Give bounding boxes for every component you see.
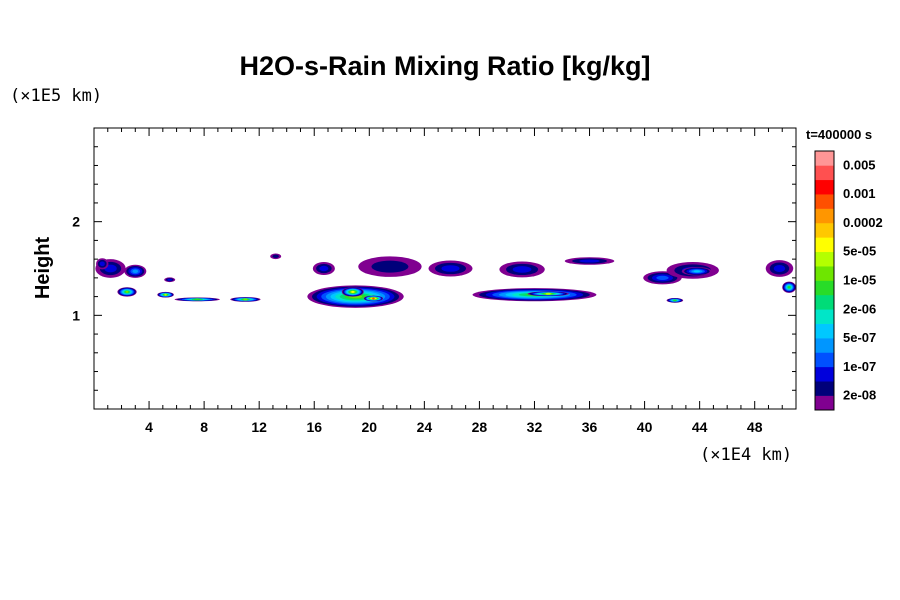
chart-title: H2O-s-Rain Mixing Ratio [kg/kg]: [239, 51, 650, 81]
cloud-contour: [272, 254, 279, 258]
colorbar-label: 0.001: [843, 186, 876, 201]
cloud-contour: [372, 297, 375, 300]
x-tick-label: 36: [582, 419, 598, 435]
cloud-contour: [351, 290, 355, 293]
cloud-contour: [125, 290, 129, 293]
colorbar-swatch: [815, 165, 834, 181]
x-tick-label: 48: [747, 419, 763, 435]
cloud-contour: [545, 292, 551, 295]
colorbar-label: 5e-05: [843, 244, 876, 259]
cloud-cell: [428, 260, 473, 277]
cloud-contour: [132, 269, 139, 274]
colorbar-swatch: [815, 179, 834, 195]
cloud-cell: [341, 287, 364, 297]
colorbar-label: 1e-07: [843, 359, 876, 374]
colorbar-label: 0.005: [843, 157, 876, 172]
colorbar-label: 2e-06: [843, 301, 876, 316]
colorbar-swatch: [815, 338, 834, 353]
y-tick-label: 1: [72, 307, 80, 323]
cloud-cell: [363, 295, 384, 302]
cloud-contour: [193, 298, 201, 301]
x-tick-label: 28: [472, 419, 488, 435]
x-tick-label: 12: [251, 419, 267, 435]
cloud-contour: [319, 265, 329, 272]
colorbar-swatch: [815, 251, 834, 267]
colorbar-swatch: [815, 395, 834, 411]
colorbar-swatch: [815, 294, 834, 310]
x-tick-label: 4: [145, 419, 153, 435]
x-tick-label: 44: [692, 419, 708, 435]
y-axis-label: Height: [32, 237, 54, 300]
plot-frame: [93, 127, 797, 410]
colorbar-label: 0.0002: [843, 215, 883, 230]
x-tick-label: 20: [362, 419, 378, 435]
x-scale-label: (×1E4 km): [700, 445, 792, 465]
colorbar-swatch: [815, 266, 834, 281]
colorbar-swatch: [815, 222, 834, 238]
cloud-contour: [773, 265, 786, 272]
x-tick-label: 8: [200, 419, 208, 435]
cloud-cell: [782, 281, 796, 293]
colorbar-label: 5e-07: [843, 330, 876, 345]
cloud-contour: [788, 286, 791, 289]
cloud-contour: [673, 299, 677, 302]
x-tick-label: 32: [527, 419, 543, 435]
cloud-contour: [371, 260, 409, 273]
colorbar-swatch: [815, 194, 834, 209]
cloud-cell: [358, 256, 422, 277]
cloud-cell: [564, 257, 615, 265]
colorbar-swatch: [815, 280, 834, 296]
cloud-contour: [656, 275, 669, 280]
colorbar-swatch: [815, 151, 834, 166]
cloud-contour: [167, 278, 172, 281]
y-scale-label: (×1E5 km): [10, 86, 102, 106]
cloud-cell: [307, 285, 404, 308]
colorbar-swatch: [815, 381, 834, 396]
cloud-contour: [579, 259, 600, 263]
colorbar-frame: [814, 150, 835, 411]
cloud-cell: [527, 291, 569, 297]
cloud-cell: [157, 291, 174, 298]
cloud-cell: [681, 267, 713, 276]
colorbar-label: 2e-08: [843, 388, 876, 403]
cloud-cell: [124, 264, 147, 278]
cloud-contour: [243, 298, 248, 301]
cloud-contour: [512, 266, 532, 273]
colorbar-swatch: [815, 323, 834, 339]
cloud-contour: [99, 261, 105, 267]
cloud-cell: [117, 287, 137, 297]
y-tick-label: 2: [72, 214, 80, 230]
time-label: t=400000 s: [806, 127, 872, 142]
cloud-cell: [765, 260, 794, 277]
cloud-cell: [96, 258, 109, 270]
colorbar-swatch: [815, 208, 834, 224]
cloud-cell: [643, 271, 682, 285]
colorbar-swatch: [815, 309, 834, 324]
data-field: [95, 253, 796, 308]
cloud-cell: [174, 297, 220, 302]
cloud-cell: [230, 297, 261, 302]
cloud-contour: [164, 293, 167, 296]
cloud-contour: [693, 270, 701, 273]
cloud-cell: [270, 253, 282, 260]
cloud-cell: [499, 261, 545, 278]
cloud-cell: [666, 298, 684, 303]
cloud-cell: [164, 277, 176, 283]
colorbar-swatch: [815, 366, 834, 382]
x-tick-label: 24: [417, 419, 433, 435]
x-tick-label: 16: [306, 419, 322, 435]
colorbar-swatch: [815, 237, 834, 253]
x-tick-label: 40: [637, 419, 653, 435]
cloud-contour: [441, 265, 460, 272]
colorbar-label: 1e-05: [843, 273, 876, 288]
colorbar-swatch: [815, 352, 834, 368]
colorbar: 2e-08 1e-07 5e-07 2e-06 1e-05 5e-05 0.0002 0.00…: [814, 150, 883, 411]
cloud-cell: [312, 261, 335, 276]
